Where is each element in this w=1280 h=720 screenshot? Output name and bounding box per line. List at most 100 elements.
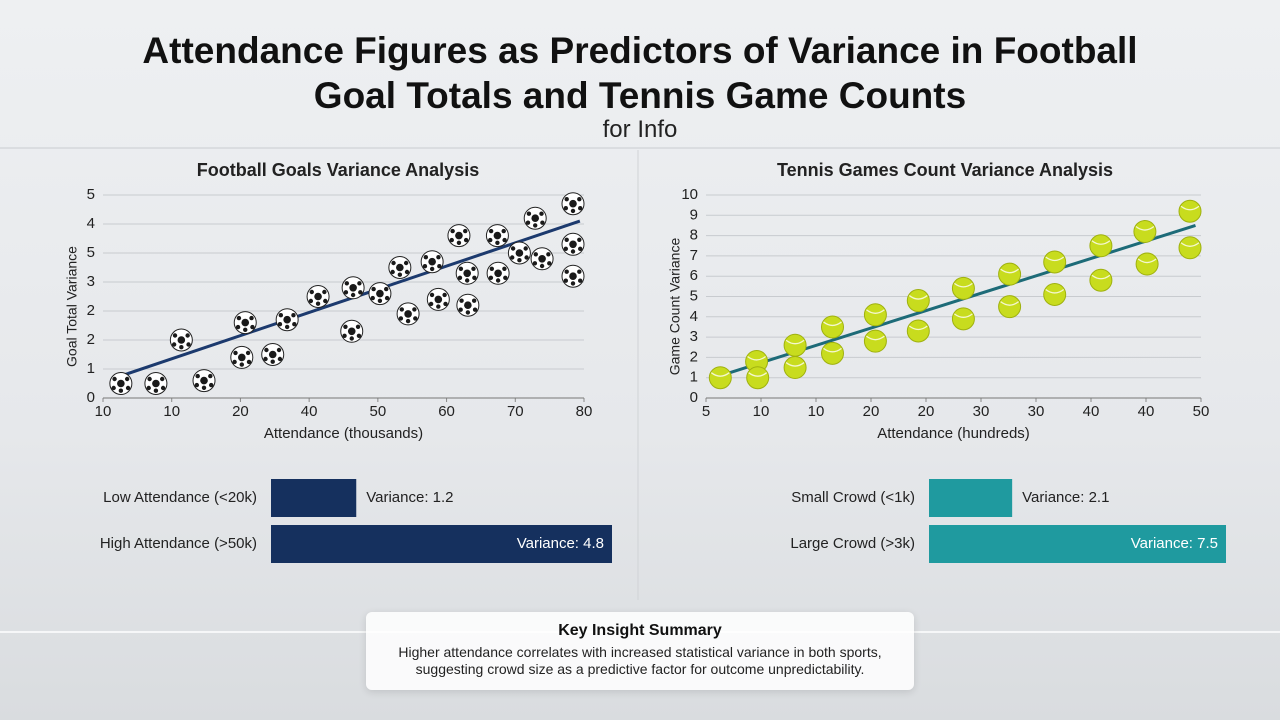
ball-patch [315,301,321,306]
x-tick-label: 20 [863,403,880,420]
ball-patch [250,324,255,330]
y-tick-label: 7 [690,247,698,264]
ball-patch [349,336,354,341]
tennis-ball [783,356,807,380]
ball-patch [172,333,178,338]
tennis-ball [746,366,770,390]
ball-seam [954,282,973,288]
tennis-ball [1133,220,1157,244]
ball-seam [1135,226,1155,231]
x-tick-label: 30 [1028,403,1045,420]
ball-body [906,289,930,313]
ball-patch [471,266,476,271]
ball-patch [442,292,447,298]
tennis-ball [998,295,1022,319]
ball-patch [546,252,551,257]
x-tick-label: 30 [973,403,990,420]
ball-patch [241,318,250,327]
soccer-ball [144,372,168,395]
ball-patch [357,281,362,286]
ball-seam [823,321,842,327]
y-tick-label: 5 [87,244,95,261]
ball-patch [391,260,396,266]
category-label: Small Crowd (<1k) [791,489,915,506]
ball-patch [344,281,350,286]
ball-patch [396,263,404,272]
soccer-ball [523,206,547,230]
page-subtitle: for Info [602,116,678,143]
ball-seam [785,339,805,345]
x-axis-label: Attendance (hundreds) [877,425,1030,442]
ball-seam [866,335,885,341]
ball-patch [201,385,207,390]
insight-text: Higher attendance correlates with increa… [398,644,882,677]
ball-patch [531,214,540,222]
value-label: Variance: 4.8 [517,535,604,552]
ball-patch [200,376,208,385]
ball-patch [464,278,470,283]
ball-patch [570,208,576,214]
ball-seam [748,372,768,377]
soccer-ball [233,311,257,335]
value-label: Variance: 2.1 [1022,489,1109,506]
tennis-ball [906,289,930,313]
ball-patch [404,310,412,318]
x-tick-label: 10 [95,403,112,420]
ball-patch [239,362,245,367]
y-tick-label: 1 [87,360,95,377]
y-axis-label: Game Count Variance [667,238,683,376]
ball-patch [422,264,428,269]
ball-body [1089,234,1113,258]
ball-patch [488,275,494,280]
ball-patch [463,269,471,278]
ball-patch [277,356,283,362]
x-tick-label: 10 [163,403,180,420]
soccer-ball [340,319,364,343]
ball-patch [569,199,577,208]
soccer-ball [341,276,365,300]
ball-patch [177,336,186,344]
ball-patch [185,333,190,338]
ball-patch [515,249,524,257]
ball-patch [412,307,417,312]
ball-patch [194,382,200,388]
ball-patch [322,289,327,295]
x-tick-label: 80 [576,403,593,420]
y-tick-label: 2 [690,348,698,365]
ball-patch [429,292,435,298]
y-axis-label: Goal Total Variance [64,246,80,367]
ball-seam [1045,288,1065,294]
ball-patch [390,269,395,275]
x-tick-label: 10 [808,403,825,420]
ball-patch [384,295,390,301]
ball-patch [578,278,583,283]
ball-patch [246,359,252,365]
ball-patch [355,324,361,329]
tennis-ball [1178,236,1202,260]
soccer-ball [507,241,531,265]
ball-patch [523,246,528,251]
soccer-ball [169,328,193,352]
ball-patch [563,278,569,283]
ball-patch [436,304,441,309]
x-tick-label: 50 [370,403,387,420]
ball-patch [437,264,442,269]
x-tick-label: 20 [232,403,249,420]
tennis-ball [783,333,807,357]
ball-patch [370,295,375,301]
ball-patch [358,290,363,295]
ball-body [1089,268,1113,292]
y-tick-label: 0 [87,389,95,406]
ball-patch [278,313,284,318]
ball-patch [436,255,441,260]
ball-patch [403,260,409,266]
ball-patch [510,255,515,260]
ball-patch [349,284,357,292]
ball-patch [547,261,552,266]
ball-seam [1180,242,1200,247]
ball-patch [152,379,160,388]
ball-body [708,366,732,390]
ball-patch [564,269,569,274]
